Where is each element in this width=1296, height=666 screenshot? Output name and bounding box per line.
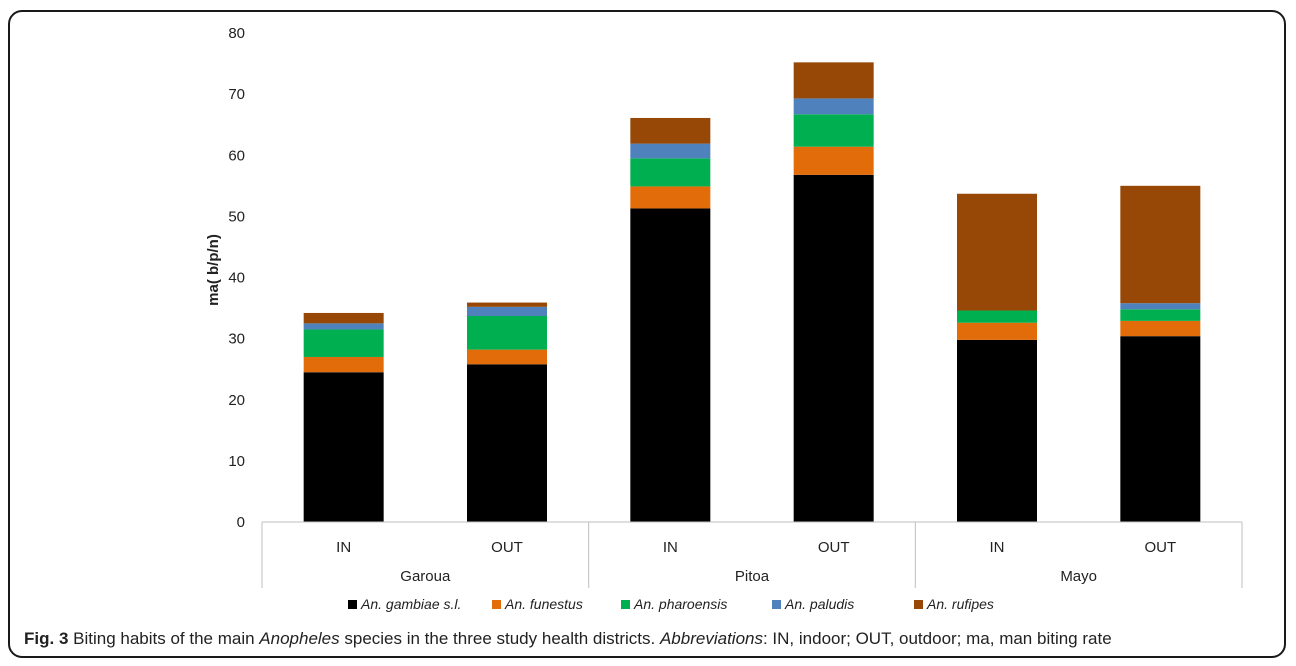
bar-segment	[630, 208, 711, 522]
y-tick-label: 30	[228, 331, 245, 348]
legend-swatch	[492, 600, 501, 609]
bar-segment	[957, 310, 1037, 323]
bar-segment	[467, 306, 547, 317]
legend-swatch	[772, 600, 781, 609]
bar-segment	[1120, 309, 1201, 321]
x-tick-label: OUT	[491, 539, 523, 556]
legend-label: An. gambiae s.l.	[360, 596, 461, 612]
caption-italic-2: Abbreviations	[659, 629, 763, 648]
y-tick-label: 70	[228, 86, 245, 103]
caption-text-2: species in the three study health distri…	[339, 629, 660, 648]
y-tick-label: 40	[228, 270, 245, 287]
bar-segment	[1120, 185, 1201, 304]
y-axis-label: ma( b/p/n)	[205, 234, 222, 306]
x-tick-label: OUT	[818, 539, 850, 556]
bar-segment	[957, 339, 1037, 522]
bar-segment	[793, 174, 874, 522]
y-tick-label: 80	[228, 25, 245, 42]
x-group-label: Mayo	[1060, 568, 1097, 585]
caption-text-3: : IN, indoor; OUT, outdoor; ma, man biti…	[762, 629, 1112, 648]
bar-segment	[957, 193, 1037, 311]
bar-segment	[467, 364, 547, 522]
bar-segment	[303, 323, 384, 330]
legend-label: An. pharoensis	[633, 596, 727, 612]
legend-swatch	[914, 600, 923, 609]
bar-segment	[1120, 336, 1201, 522]
x-tick-label: OUT	[1144, 539, 1176, 556]
caption-text-1: Biting habits of the main	[68, 629, 260, 648]
bar-segment	[303, 372, 384, 522]
bars	[303, 62, 1201, 522]
legend-swatch	[621, 600, 630, 609]
bar-segment	[957, 322, 1037, 340]
bar-segment	[793, 114, 874, 147]
legend-label: An. rufipes	[926, 596, 994, 612]
bar-segment	[630, 143, 711, 159]
x-tick-label: IN	[336, 539, 351, 556]
bar-segment	[793, 146, 874, 175]
figure-caption: Fig. 3 Biting habits of the main Anophel…	[24, 629, 1286, 649]
legend-swatch	[348, 600, 357, 609]
y-tick-label: 0	[237, 514, 245, 531]
bar-segment	[630, 158, 711, 187]
bar-segment	[793, 62, 874, 99]
y-tick-label: 50	[228, 208, 245, 225]
bar-segment	[467, 302, 547, 307]
x-group-label: Garoua	[400, 568, 451, 585]
legend-label: An. funestus	[504, 596, 583, 612]
bar-segment	[630, 117, 711, 144]
bar-segment	[793, 98, 874, 115]
bar-segment	[630, 186, 711, 209]
x-group-label: Pitoa	[735, 568, 770, 585]
caption-italic-1: Anopheles	[259, 629, 340, 648]
bar-segment	[303, 329, 384, 357]
stacked-bar-chart: 0 10 20 30 40 50 60 70 80 IN OUT IN OUT IN OUT Garoua P…	[205, 25, 1243, 612]
bar-segment	[303, 312, 384, 324]
legend-label: An. paludis	[784, 596, 854, 612]
y-tick-label: 20	[228, 392, 245, 409]
legend: An. gambiae s.l. An. funestus An. pharoens…	[348, 596, 994, 612]
bar-segment	[1120, 303, 1201, 310]
y-tick-label: 10	[228, 453, 245, 470]
bar-segment	[1120, 320, 1201, 337]
bar-segment	[467, 316, 547, 350]
y-tick-label: 60	[228, 147, 245, 164]
caption-fig-label: Fig. 3	[24, 629, 69, 648]
x-axis: IN OUT IN OUT IN OUT Garoua Pitoa Mayo	[261, 521, 1243, 588]
bar-segment	[303, 356, 384, 373]
x-tick-label: IN	[663, 539, 678, 556]
y-axis: 0 10 20 30 40 50 60 70 80	[228, 25, 245, 531]
x-tick-label: IN	[990, 539, 1005, 556]
bar-segment	[467, 349, 547, 365]
